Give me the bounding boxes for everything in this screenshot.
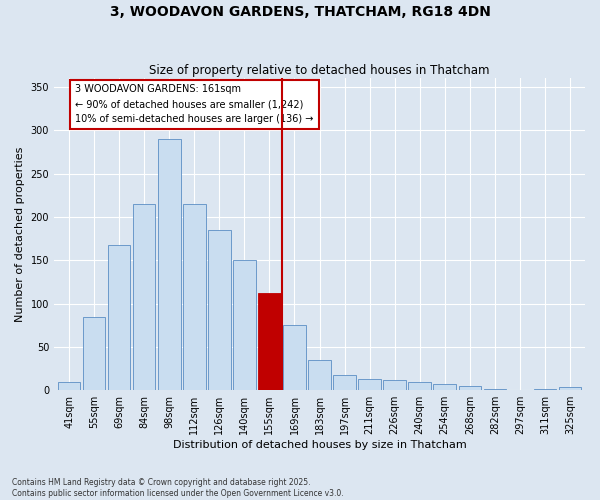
Bar [108, 246, 130, 390]
Bar [433, 384, 456, 390]
Bar [333, 376, 356, 390]
Text: Contains HM Land Registry data © Crown copyright and database right 2025.
Contai: Contains HM Land Registry data © Crown c… [12, 478, 344, 498]
Bar [183, 204, 206, 390]
Bar [308, 360, 331, 390]
Bar [58, 382, 80, 390]
Bar [283, 325, 306, 390]
Bar [83, 318, 106, 390]
Y-axis label: Number of detached properties: Number of detached properties [15, 146, 25, 322]
Bar [383, 380, 406, 390]
Bar [208, 230, 230, 390]
Text: 3 WOODAVON GARDENS: 161sqm
← 90% of detached houses are smaller (1,242)
10% of s: 3 WOODAVON GARDENS: 161sqm ← 90% of deta… [75, 84, 314, 124]
Bar [133, 204, 155, 390]
X-axis label: Distribution of detached houses by size in Thatcham: Distribution of detached houses by size … [173, 440, 466, 450]
Bar [233, 260, 256, 390]
Bar [409, 382, 431, 390]
Bar [158, 139, 181, 390]
Bar [559, 386, 581, 390]
Text: 3, WOODAVON GARDENS, THATCHAM, RG18 4DN: 3, WOODAVON GARDENS, THATCHAM, RG18 4DN [110, 5, 490, 19]
Bar [358, 379, 381, 390]
Bar [458, 386, 481, 390]
Bar [258, 293, 281, 390]
Title: Size of property relative to detached houses in Thatcham: Size of property relative to detached ho… [149, 64, 490, 77]
